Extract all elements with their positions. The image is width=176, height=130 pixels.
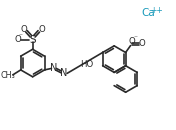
Text: CH₃: CH₃ bbox=[1, 71, 15, 80]
Text: HO: HO bbox=[81, 60, 94, 69]
Text: O: O bbox=[38, 25, 45, 34]
Text: O: O bbox=[139, 39, 146, 48]
Text: ++: ++ bbox=[150, 5, 163, 15]
Text: S: S bbox=[29, 35, 36, 45]
Text: O: O bbox=[20, 25, 27, 34]
Text: ⁻: ⁻ bbox=[133, 33, 137, 42]
Text: Ca: Ca bbox=[142, 8, 155, 18]
Text: ⁻: ⁻ bbox=[19, 32, 23, 41]
Text: N: N bbox=[61, 68, 68, 78]
Text: O: O bbox=[128, 37, 135, 46]
Text: O: O bbox=[14, 35, 21, 44]
Text: N: N bbox=[50, 63, 57, 73]
